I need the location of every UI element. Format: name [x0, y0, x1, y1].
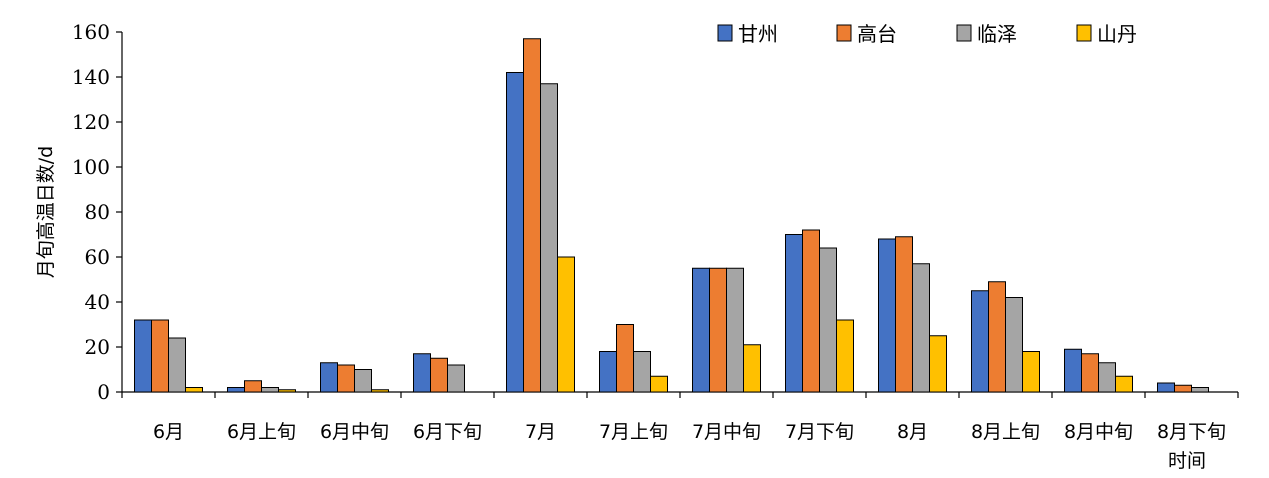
bar-山丹-7月中旬	[743, 344, 761, 393]
bar-高台-7月上旬	[616, 324, 634, 393]
legend-swatch	[1076, 24, 1092, 42]
x-category-label: 8月	[897, 421, 928, 443]
bar-山丹-8月	[929, 335, 947, 393]
bar-山丹-6月中旬	[371, 389, 389, 393]
bar-高台-8月中旬	[1081, 353, 1099, 393]
bar-山丹-6月上旬	[278, 389, 296, 393]
y-axis: 0 20 40 60 80 100 120 140 160	[72, 20, 123, 404]
bar-临泽-8月上旬	[1005, 297, 1023, 393]
x-category-label: 7月中旬	[692, 421, 761, 443]
bar-山丹-7月下旬	[836, 319, 854, 393]
legend-swatch	[956, 24, 972, 42]
x-category-label: 6月	[153, 421, 184, 443]
bar-高台-7月	[523, 38, 541, 393]
x-category-label: 6月下旬	[413, 421, 482, 443]
bars	[134, 38, 1209, 393]
bar-高台-8月下旬	[1174, 384, 1192, 393]
x-category-label: 7月下旬	[785, 421, 854, 443]
bar-甘州-6月中旬	[320, 362, 338, 393]
x-category-label: 8月上旬	[971, 421, 1040, 443]
bar-山丹-7月上旬	[650, 375, 668, 393]
bar-甘州-6月下旬	[413, 353, 431, 393]
y-tick-label: 0	[97, 380, 110, 404]
y-tick-label: 80	[85, 200, 110, 224]
bar-甘州-8月下旬	[1157, 382, 1175, 393]
x-category-label: 8月中旬	[1064, 421, 1133, 443]
x-category-label: 6月上旬	[227, 421, 296, 443]
bar-临泽-6月上旬	[261, 387, 279, 393]
legend-swatch	[836, 24, 852, 42]
bar-临泽-6月	[168, 337, 186, 393]
bar-临泽-7月中旬	[726, 267, 744, 393]
y-tick-label: 100	[72, 155, 110, 179]
bar-高台-8月上旬	[988, 281, 1006, 393]
x-axis: 6月 6月上旬 6月中旬 6月下旬 7月 7月上旬 7月中旬 7月下旬 8月 8月上旬 8月中旬 8月…	[121, 391, 1239, 443]
bar-甘州-7月中旬	[692, 267, 710, 393]
bar-高台-6月下旬	[430, 357, 448, 393]
bar-高台-6月	[151, 319, 169, 393]
bar-临泽-8月	[912, 263, 930, 393]
bar-山丹-8月上旬	[1022, 351, 1040, 393]
bar-高台-6月上旬	[244, 380, 262, 393]
bar-山丹-7月	[557, 256, 575, 393]
bar-甘州-7月	[506, 72, 524, 393]
bar-高台-6月中旬	[337, 364, 355, 393]
bar-临泽-8月中旬	[1098, 362, 1116, 393]
legend-label: 临泽	[977, 22, 1017, 46]
bar-临泽-6月中旬	[354, 369, 372, 393]
x-axis-title: 时间	[1168, 450, 1206, 472]
bar-临泽-7月下旬	[819, 247, 837, 393]
bar-临泽-7月上旬	[633, 351, 651, 393]
x-category-label: 7月上旬	[599, 421, 668, 443]
legend-label: 高台	[857, 22, 897, 46]
y-tick-label: 20	[85, 335, 110, 359]
y-tick-label: 160	[72, 20, 110, 44]
bar-山丹-6月	[185, 387, 203, 393]
bar-临泽-8月下旬	[1191, 387, 1209, 393]
bar-甘州-6月	[134, 319, 152, 393]
bar-临泽-7月	[540, 83, 558, 393]
legend-swatch	[717, 24, 733, 42]
x-category-label: 7月	[525, 421, 556, 443]
legend-label: 山丹	[1097, 22, 1137, 46]
y-tick-label: 60	[85, 245, 110, 269]
x-category-label: 8月下旬	[1157, 421, 1226, 443]
x-category-label: 6月中旬	[320, 421, 389, 443]
y-tick-label: 140	[72, 65, 110, 89]
legend: 甘州 高台 临泽 山丹	[717, 22, 1137, 46]
bar-高台-8月	[895, 236, 913, 393]
bar-甘州-8月上旬	[971, 290, 989, 393]
bar-高台-7月中旬	[709, 267, 727, 393]
y-axis-title: 月旬高温日数/d	[35, 146, 57, 278]
y-tick-label: 120	[72, 110, 110, 134]
bar-高台-7月下旬	[802, 229, 820, 393]
legend-label: 甘州	[738, 22, 778, 46]
bar-甘州-8月	[878, 238, 896, 393]
bar-山丹-8月中旬	[1115, 375, 1133, 393]
bar-甘州-7月下旬	[785, 234, 803, 393]
bar-甘州-7月上旬	[599, 351, 617, 393]
bar-甘州-8月中旬	[1064, 348, 1082, 393]
y-tick-label: 40	[85, 290, 110, 314]
bar-甘州-6月上旬	[227, 387, 245, 393]
bar-临泽-6月下旬	[447, 364, 465, 393]
